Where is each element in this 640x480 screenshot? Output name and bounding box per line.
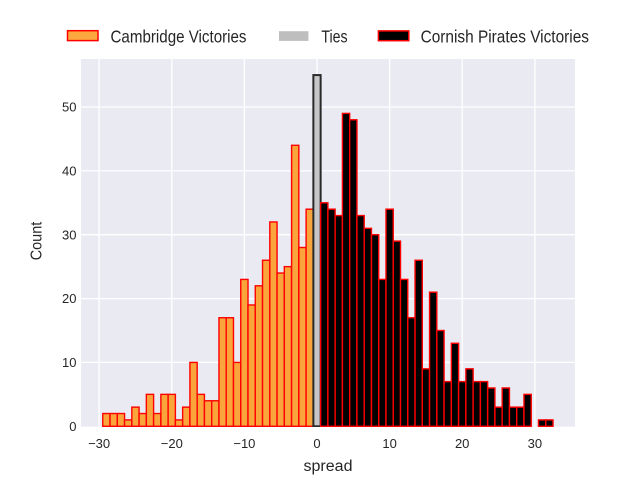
svg-text:50: 50 — [62, 100, 76, 115]
svg-text:Cambridge Victories: Cambridge Victories — [111, 26, 247, 46]
svg-text:Ties: Ties — [321, 26, 347, 46]
svg-text:40: 40 — [62, 164, 76, 179]
svg-text:spread: spread — [304, 458, 353, 475]
svg-text:Cornish Pirates Victories: Cornish Pirates Victories — [421, 26, 590, 46]
svg-text:0: 0 — [313, 436, 320, 451]
svg-text:Count: Count — [29, 221, 46, 260]
svg-text:−30: −30 — [88, 436, 110, 451]
svg-text:20: 20 — [455, 436, 469, 451]
svg-text:0: 0 — [69, 419, 76, 434]
svg-text:10: 10 — [382, 436, 396, 451]
svg-text:−10: −10 — [233, 436, 255, 451]
svg-text:−20: −20 — [161, 436, 183, 451]
svg-text:30: 30 — [528, 436, 542, 451]
svg-text:30: 30 — [62, 227, 76, 242]
svg-text:20: 20 — [62, 291, 76, 306]
svg-text:10: 10 — [62, 355, 76, 370]
